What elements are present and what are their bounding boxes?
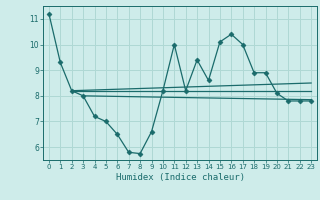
X-axis label: Humidex (Indice chaleur): Humidex (Indice chaleur) bbox=[116, 173, 244, 182]
